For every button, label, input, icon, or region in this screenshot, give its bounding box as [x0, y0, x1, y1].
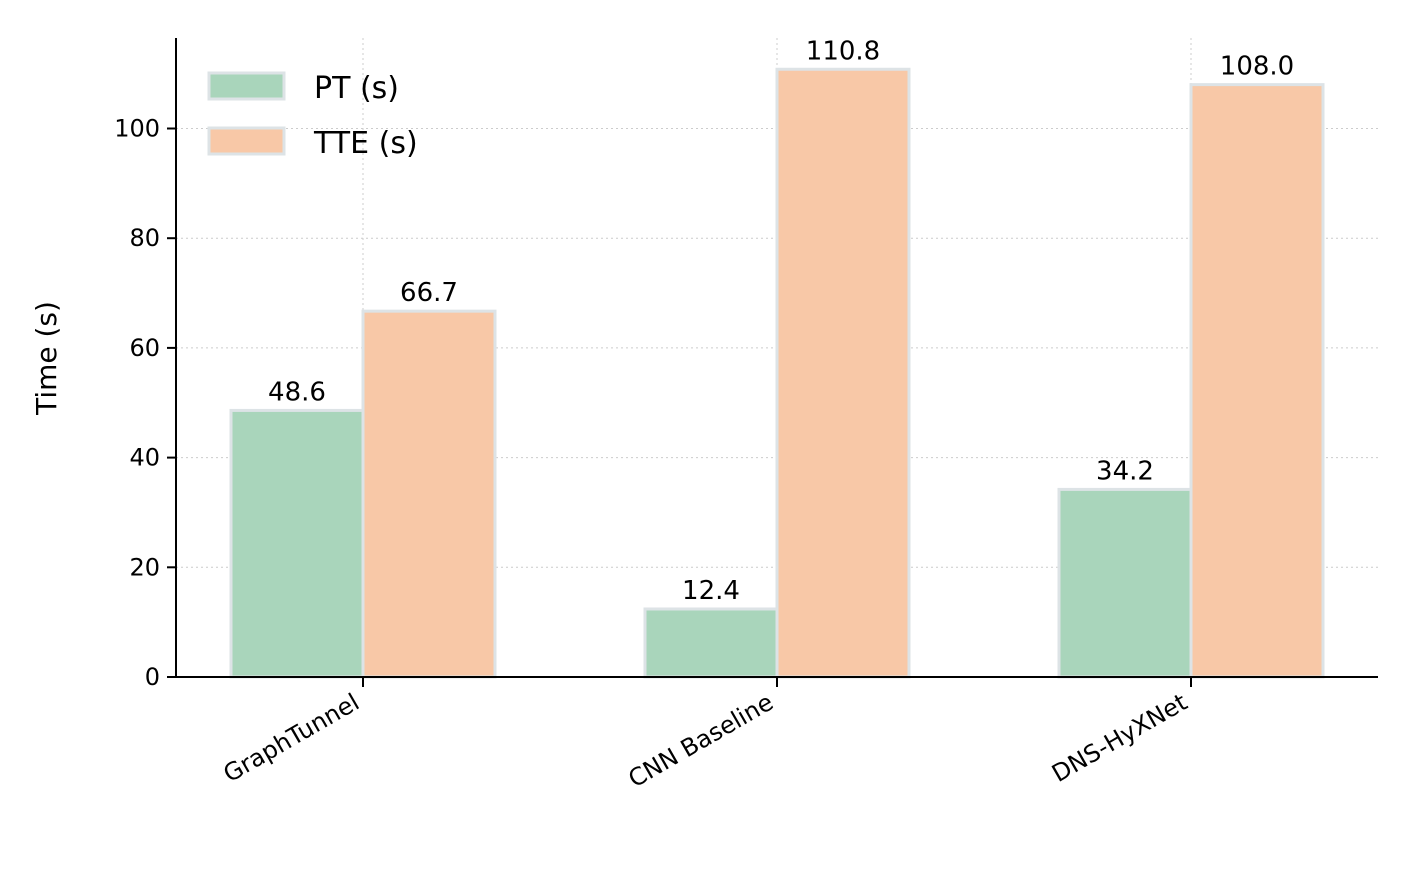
data-label: 34.2	[1096, 456, 1154, 486]
data-label: 108.0	[1220, 52, 1294, 82]
y-tick-label: 40	[129, 444, 160, 472]
bar-pt	[643, 607, 779, 679]
x-tick-label: DNS-HyXNet	[1047, 688, 1192, 788]
x-tick-label: GraphTunnel	[219, 688, 364, 788]
y-axis-title: Time (s)	[30, 301, 63, 416]
bar-pt	[229, 408, 365, 679]
legend-swatch	[207, 126, 286, 156]
bar-tte	[775, 67, 911, 679]
y-tick-label: 80	[129, 224, 160, 252]
data-label: 48.6	[268, 377, 326, 407]
legend-label: TTE (s)	[313, 126, 418, 161]
legend-label: PT (s)	[314, 71, 399, 106]
y-tick-label: 0	[145, 663, 160, 691]
legend-swatch	[207, 71, 286, 101]
x-tick-label: CNN Baseline	[624, 688, 778, 793]
y-tick-label: 20	[129, 553, 160, 581]
bars	[229, 67, 1325, 679]
bar-tte	[1189, 83, 1325, 679]
data-label: 110.8	[806, 36, 880, 66]
legend: PT (s) TTE (s)	[207, 71, 418, 161]
y-tick-label: 60	[129, 334, 160, 362]
data-labels: 48.6 12.4 34.2 66.7 110.8 108.0	[268, 36, 1294, 606]
data-label: 66.7	[400, 278, 458, 308]
bar-pt	[1057, 487, 1193, 679]
y-tick-label: 100	[114, 115, 160, 143]
bar-tte	[361, 309, 497, 679]
data-label: 12.4	[682, 576, 740, 606]
